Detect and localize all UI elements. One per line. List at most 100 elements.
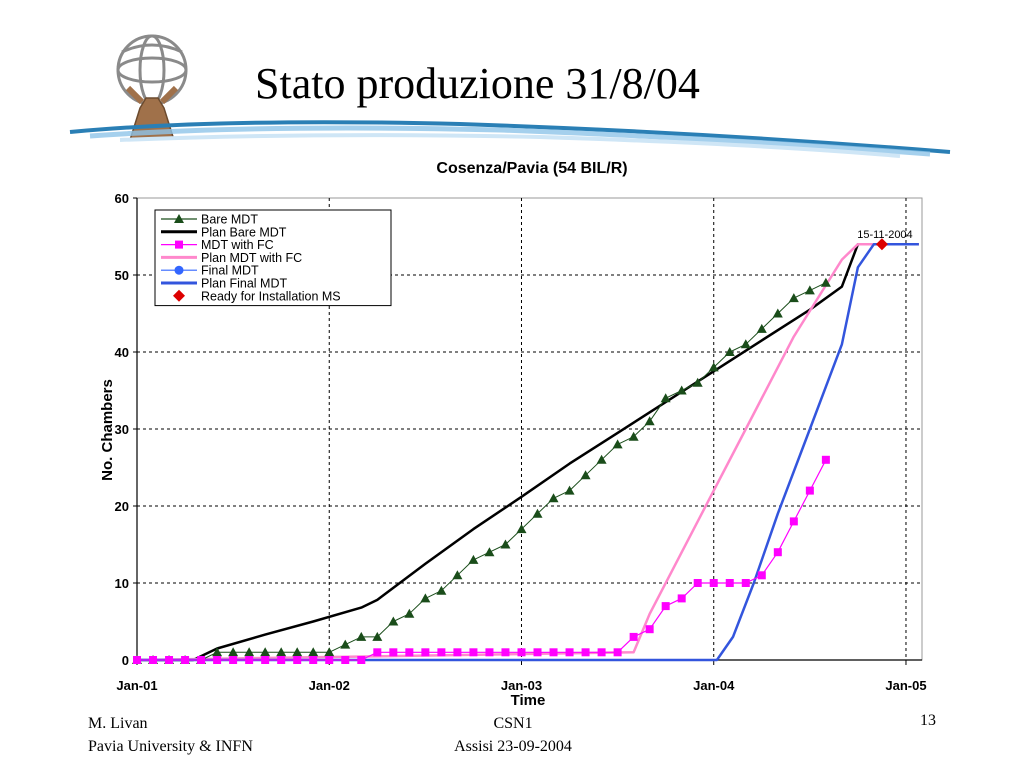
- data-point-mdt-with-fc: [325, 656, 334, 664]
- data-point-bare-mdt: [292, 647, 303, 657]
- y-axis-label: No. Chambers: [99, 379, 116, 481]
- data-point-mdt-with-fc: [485, 648, 494, 657]
- data-point-mdt-with-fc: [133, 656, 141, 664]
- legend-entry-ready-for-installation-ms: Ready for Installation MS: [173, 289, 341, 303]
- data-point-mdt-with-fc: [805, 486, 814, 495]
- data-point-mdt-with-fc: [181, 656, 190, 664]
- data-point-bare-mdt: [308, 647, 319, 657]
- data-point-bare-mdt: [436, 585, 447, 595]
- data-point-bare-mdt: [324, 647, 335, 657]
- data-point-mdt-with-fc: [309, 656, 318, 664]
- data-point-mdt-with-fc: [581, 648, 590, 657]
- data-point-bare-mdt: [372, 631, 383, 641]
- data-point-bare-mdt: [740, 339, 751, 349]
- legend-entry-plan-mdt-with-fc: Plan MDT with FC: [161, 251, 302, 265]
- series-mdt-with-fc: [133, 455, 830, 664]
- data-point-bare-mdt: [564, 485, 575, 495]
- footer-venue-date: Assisi 23-09-2004: [454, 738, 572, 755]
- legend-label: Plan Bare MDT: [201, 225, 287, 239]
- header-swoosh: [69, 120, 951, 158]
- data-point-bare-mdt: [340, 639, 351, 649]
- slide-title: Stato produzione 31/8/04: [255, 59, 700, 108]
- data-point-bare-mdt: [404, 608, 415, 618]
- footer-left: M. Livan Pavia University & INFN: [88, 712, 253, 758]
- data-point-bare-mdt: [804, 285, 815, 295]
- legend-label: MDT with FC: [201, 238, 274, 252]
- data-point-bare-mdt: [596, 454, 607, 464]
- data-point-bare-mdt: [452, 570, 463, 580]
- data-point-bare-mdt: [772, 308, 783, 318]
- annotation-layer: 15-11-2004: [857, 229, 912, 241]
- data-point-mdt-with-fc: [453, 648, 462, 657]
- data-point-mdt-with-fc: [373, 648, 382, 657]
- data-point-mdt-with-fc: [389, 648, 398, 657]
- grid: [136, 197, 923, 661]
- data-point-mdt-with-fc: [661, 602, 670, 611]
- data-point-mdt-with-fc: [629, 632, 638, 641]
- legend-swatch-marker: [175, 240, 183, 249]
- data-point-mdt-with-fc: [437, 648, 446, 657]
- data-point-mdt-with-fc: [741, 579, 750, 587]
- x-tick-label: Jan-02: [309, 678, 350, 693]
- y-tick-label: 30: [115, 422, 129, 437]
- data-point-bare-mdt: [260, 647, 271, 657]
- data-point-bare-mdt: [756, 323, 767, 333]
- data-point-mdt-with-fc: [165, 656, 174, 664]
- data-point-mdt-with-fc: [293, 656, 302, 664]
- data-point-bare-mdt: [388, 616, 399, 626]
- data-point-mdt-with-fc: [213, 656, 222, 664]
- data-point-mdt-with-fc: [149, 656, 158, 664]
- annotation-label: 15-11-2004: [857, 229, 912, 241]
- legend-entry-plan-bare-mdt: Plan Bare MDT: [161, 225, 287, 239]
- footer-center: CSN1 Assisi 23-09-2004: [438, 712, 588, 758]
- data-point-bare-mdt: [500, 539, 511, 549]
- data-point-bare-mdt: [580, 470, 591, 480]
- data-point-mdt-with-fc: [469, 648, 478, 657]
- y-tick-label: 50: [115, 268, 129, 283]
- data-point-mdt-with-fc: [613, 648, 622, 657]
- chart-title: Cosenza/Pavia (54 BIL/R): [436, 160, 628, 177]
- legend-swatch-marker: [174, 265, 184, 275]
- series-bare-mdt: [132, 277, 831, 664]
- legend-label: Plan Final MDT: [201, 277, 287, 291]
- data-point-mdt-with-fc: [501, 648, 510, 657]
- data-point-mdt-with-fc: [757, 571, 766, 580]
- data-point-bare-mdt: [660, 393, 671, 403]
- data-point-bare-mdt: [228, 647, 239, 657]
- series-plan-final-mdt: [137, 242, 919, 662]
- data-point-bare-mdt: [788, 293, 799, 303]
- data-point-mdt-with-fc: [789, 517, 798, 526]
- data-point-bare-mdt: [244, 647, 255, 657]
- data-point-mdt-with-fc: [357, 656, 366, 664]
- data-point-bare-mdt: [276, 647, 287, 657]
- data-point-mdt-with-fc: [229, 656, 238, 664]
- data-point-mdt-with-fc: [197, 656, 206, 664]
- data-point-bare-mdt: [484, 547, 495, 557]
- data-point-bare-mdt: [692, 377, 703, 387]
- x-axis-label: Time: [511, 692, 546, 709]
- data-point-mdt-with-fc: [517, 648, 526, 657]
- data-point-mdt-with-fc: [261, 656, 270, 664]
- data-point-mdt-with-fc: [245, 656, 254, 664]
- y-tick-label: 20: [115, 499, 129, 514]
- data-point-bare-mdt: [644, 416, 655, 426]
- page-number: 13: [920, 712, 936, 729]
- data-point-bare-mdt: [820, 277, 831, 287]
- data-point-mdt-with-fc: [549, 648, 558, 657]
- data-point-mdt-with-fc: [677, 594, 686, 603]
- x-tick-label: Jan-01: [116, 678, 157, 693]
- data-point-bare-mdt: [548, 493, 559, 503]
- data-point-bare-mdt: [516, 524, 527, 534]
- data-point-bare-mdt: [212, 647, 223, 657]
- data-point-mdt-with-fc: [565, 648, 574, 657]
- data-point-bare-mdt: [420, 593, 431, 603]
- data-point-bare-mdt: [468, 554, 479, 564]
- data-point-mdt-with-fc: [693, 579, 702, 587]
- series-ready-for-installation-ms: [875, 238, 888, 251]
- x-tick-label: Jan-05: [885, 678, 926, 693]
- footer-author: M. Livan: [88, 715, 148, 732]
- data-point-mdt-with-fc: [277, 656, 286, 664]
- data-point-mdt-with-fc: [709, 579, 718, 587]
